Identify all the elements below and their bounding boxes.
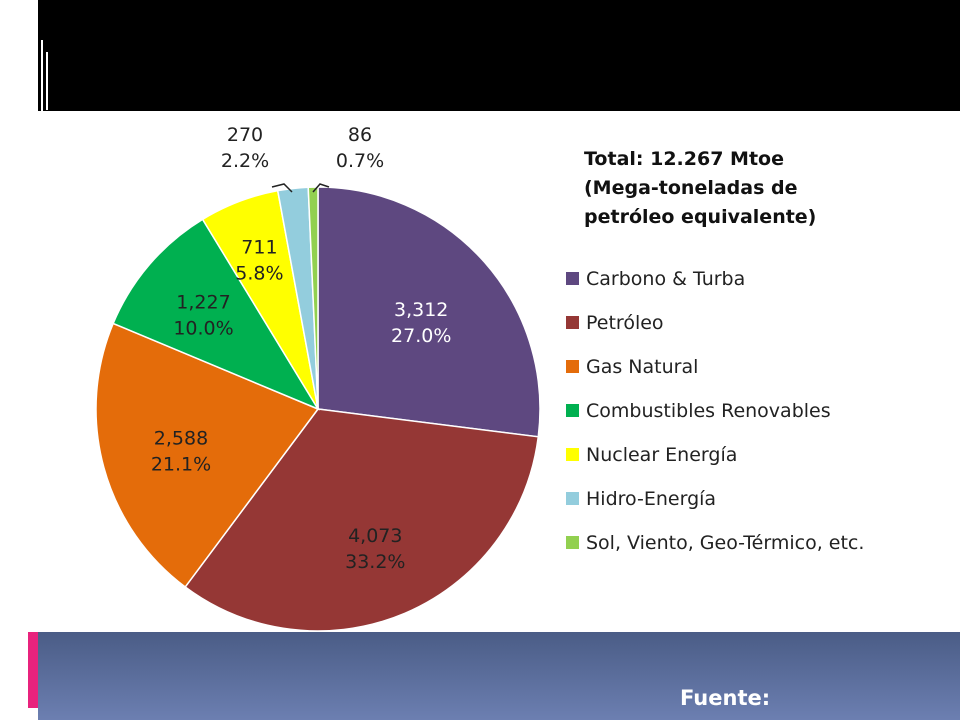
slice-percent-sol-viento-geo-termico-etc: 0.7%: [336, 150, 384, 172]
pie-slice-gas-natural: [95, 322, 320, 588]
footer-accent: [28, 632, 38, 708]
slice-value-gas-natural: 2,588: [154, 428, 208, 450]
slice-percent-nuclear-energia: 5.8%: [235, 263, 283, 285]
pie-slice-combustibles-renovables: [112, 218, 320, 411]
legend-swatch-carbono-turba: [566, 272, 579, 285]
title-bar: [38, 0, 960, 111]
legend-swatch-sol-viento-geo-termico-etc: [566, 536, 579, 549]
legend-label-nuclear-energia: Nuclear Energía: [586, 444, 737, 466]
slice-percent-carbono-turba: 27.0%: [391, 325, 451, 347]
slice-percent-hidro-energia: 2.2%: [221, 150, 269, 172]
total-annotation: Total: 12.267 Mtoe (Mega-toneladas de petr…: [584, 148, 816, 228]
leader-lines: [271, 183, 330, 193]
footer-bar: [38, 632, 960, 720]
leader-line-hidro-energia: [271, 183, 293, 193]
slice-value-carbono-turba: 3,312: [394, 299, 448, 321]
slice-value-nuclear-energia: 711: [241, 237, 277, 259]
legend-label-hidro-energia: Hidro-Energía: [586, 488, 716, 510]
slice-value-sol-viento-geo-termico-etc: 86: [348, 124, 372, 146]
pie-slice-petroleo: [184, 408, 540, 632]
legend-swatch-combustibles-renovables: [566, 404, 579, 417]
total-line-2: (Mega-toneladas de: [584, 177, 798, 199]
slice-percent-combustibles-renovables: 10.0%: [173, 318, 233, 340]
slice-value-combustibles-renovables: 1,227: [176, 292, 230, 314]
legend-swatch-hidro-energia: [566, 492, 579, 505]
total-line-1: Total: 12.267 Mtoe: [584, 148, 784, 170]
slice-labels: 3,312 27.0% 4,073 33.2% 2,588 21.1% 1,227 10.0%…: [151, 124, 452, 573]
pie-slices: [95, 186, 541, 632]
slice-value-petroleo: 4,073: [348, 525, 402, 547]
slice-percent-gas-natural: 21.1%: [151, 454, 211, 476]
legend-swatch-petroleo: [566, 316, 579, 329]
pie-slice-carbono-turba: [317, 186, 541, 438]
legend-swatch-gas-natural: [566, 360, 579, 373]
slice-percent-petroleo: 33.2%: [345, 551, 405, 573]
legend-swatch-nuclear-energia: [566, 448, 579, 461]
total-line-3: petróleo equivalente): [584, 206, 816, 228]
legend-label-gas-natural: Gas Natural: [586, 356, 698, 378]
legend-label-combustibles-renovables: Combustibles Renovables: [586, 400, 831, 422]
source-label: Fuente:: [680, 686, 771, 710]
leader-line-sol-viento-geo-termico-etc: [312, 183, 330, 193]
corner-decoration: [21, 30, 48, 114]
legend-label-petroleo: Petróleo: [586, 312, 664, 334]
legend: Carbono & Turba Petróleo Gas Natural Combus…: [566, 268, 864, 554]
legend-label-carbono-turba: Carbono & Turba: [586, 268, 745, 290]
slice-value-hidro-energia: 270: [227, 124, 263, 146]
legend-label-sol-viento-geo-termico-etc: Sol, Viento, Geo-Térmico, etc.: [586, 532, 864, 554]
